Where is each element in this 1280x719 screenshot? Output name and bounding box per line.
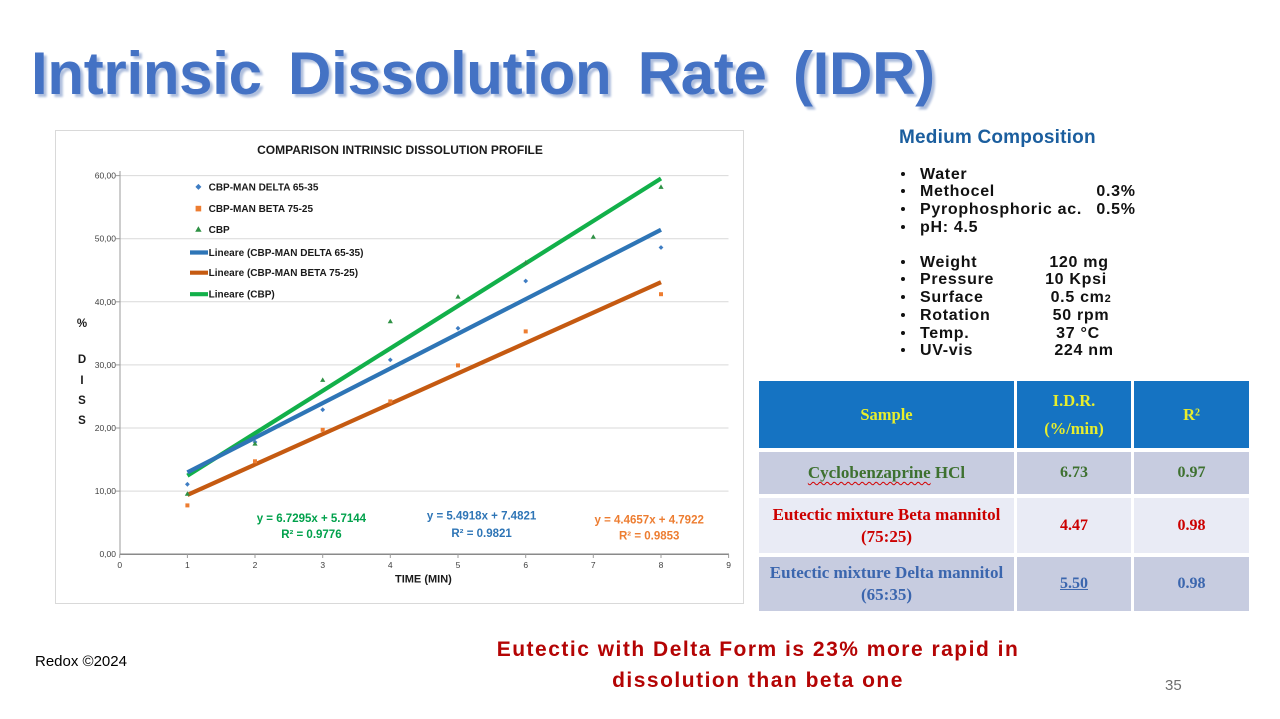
svg-text:7: 7 <box>591 560 596 570</box>
svg-text:60,00: 60,00 <box>95 171 117 181</box>
svg-text:COMPARISON INTRINSIC DISSOLUTI: COMPARISON INTRINSIC DISSOLUTION PROFILE <box>257 143 543 157</box>
svg-text:0,00: 0,00 <box>99 549 116 559</box>
svg-text:0: 0 <box>117 560 122 570</box>
svg-text:R² = 0.9821: R² = 0.9821 <box>451 528 512 540</box>
svg-text:Lineare (CBP-MAN BETA 75-25): Lineare (CBP-MAN BETA 75-25) <box>209 268 358 279</box>
svg-text:5: 5 <box>456 560 461 570</box>
svg-text:40,00: 40,00 <box>95 297 117 307</box>
svg-text:4: 4 <box>388 560 393 570</box>
svg-text:S: S <box>78 415 86 427</box>
svg-text:Lineare (CBP-MAN DELTA 65-35): Lineare (CBP-MAN DELTA 65-35) <box>209 248 364 259</box>
svg-text:1: 1 <box>185 560 190 570</box>
svg-text:9: 9 <box>726 560 731 570</box>
svg-text:6: 6 <box>523 560 528 570</box>
svg-text:2: 2 <box>253 560 258 570</box>
svg-text:D: D <box>78 354 86 366</box>
svg-text:%: % <box>77 318 87 330</box>
svg-text:I: I <box>80 375 83 387</box>
svg-text:y = 5.4918x + 7.4821: y = 5.4918x + 7.4821 <box>427 511 537 523</box>
svg-text:CBP-MAN DELTA 65-35: CBP-MAN DELTA 65-35 <box>209 182 319 193</box>
svg-text:TIME (MIN): TIME (MIN) <box>395 574 452 586</box>
svg-text:50,00: 50,00 <box>95 234 117 244</box>
svg-text:y = 6.7295x + 5.7144: y = 6.7295x + 5.7144 <box>257 513 367 525</box>
svg-text:R² = 0.9776: R² = 0.9776 <box>281 529 341 541</box>
svg-text:3: 3 <box>320 560 325 570</box>
svg-text:30,00: 30,00 <box>95 360 117 370</box>
svg-text:R² = 0.9853: R² = 0.9853 <box>619 531 679 543</box>
svg-text:S: S <box>78 395 86 407</box>
svg-text:20,00: 20,00 <box>95 423 117 433</box>
svg-text:Lineare (CBP): Lineare (CBP) <box>209 290 275 301</box>
svg-text:CBP: CBP <box>209 225 230 236</box>
svg-text:8: 8 <box>659 560 664 570</box>
svg-text:CBP-MAN BETA 75-25: CBP-MAN BETA 75-25 <box>209 204 314 215</box>
svg-text:10,00: 10,00 <box>95 486 117 496</box>
svg-text:y = 4.4657x + 4.7922: y = 4.4657x + 4.7922 <box>595 515 704 527</box>
